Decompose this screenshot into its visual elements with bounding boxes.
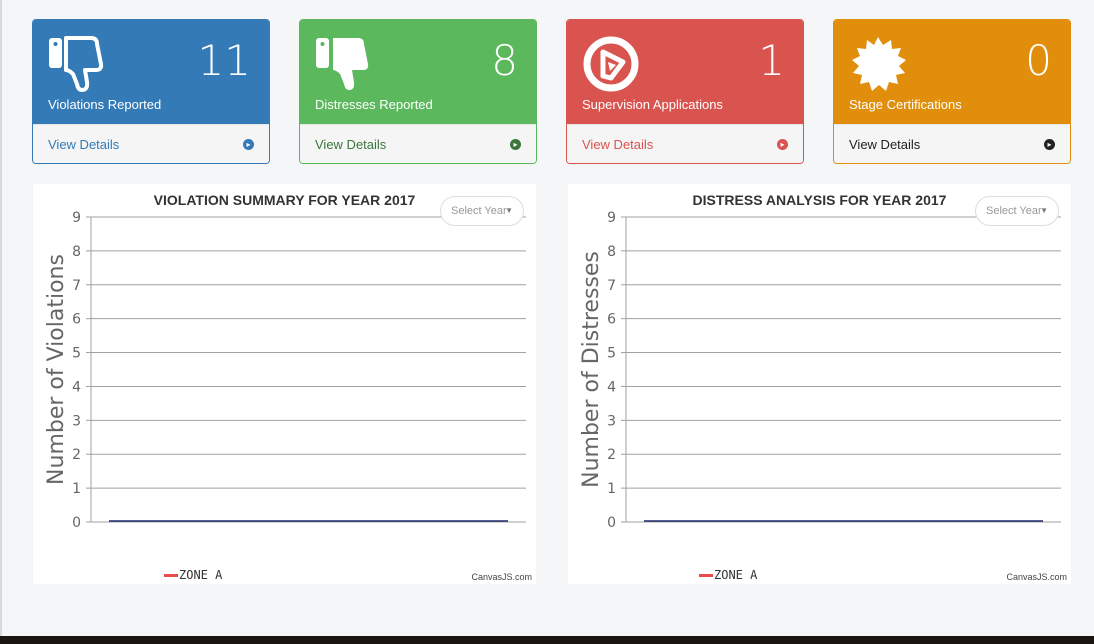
card-count: 8	[491, 36, 518, 85]
caret-down-icon: ▼	[505, 206, 513, 215]
y-tick-label: 8	[72, 244, 81, 260]
y-tick-label: 0	[72, 515, 81, 531]
y-tick-label: 6	[72, 312, 81, 328]
view-details-label: View Details	[48, 137, 120, 152]
y-tick-label: 3	[72, 413, 81, 429]
legend-label: ZONE A	[179, 568, 223, 582]
chart-title: DISTRESS ANALYSIS FOR YEAR 2017	[692, 192, 947, 208]
select-year-dropdown[interactable]: Select Year ▼	[440, 196, 524, 226]
y-tick-label: 1	[607, 481, 616, 497]
y-tick-label: 8	[607, 244, 616, 260]
card-label: Stage Certifications	[849, 97, 962, 112]
y-tick-label: 6	[607, 312, 616, 328]
legend-label: ZONE A	[714, 568, 758, 582]
arrow-circle-right-icon: ▸	[243, 139, 254, 150]
legend-swatch	[164, 573, 178, 577]
y-tick-label: 2	[607, 447, 616, 463]
legend-swatch	[699, 573, 713, 577]
view-details-link[interactable]: View Details ▸	[567, 124, 803, 163]
view-details-label: View Details	[849, 137, 921, 152]
stage-certifications-card: 0 Stage Certifications View Details ▸	[833, 19, 1071, 164]
thumbs-down-icon	[316, 38, 369, 90]
canvasjs-credit[interactable]: CanvasJS.com	[471, 572, 532, 582]
y-tick-label: 1	[72, 481, 81, 497]
distresses-card: 8 Distresses Reported View Details ▸	[299, 19, 537, 164]
y-axis-title: Number of Violations	[44, 254, 69, 485]
y-tick-label: 3	[607, 413, 616, 429]
y-tick-label: 7	[607, 278, 616, 294]
card-count: 1	[758, 36, 785, 85]
chart-legend-item[interactable]: ZONE A	[164, 568, 222, 582]
chart-legend-item[interactable]: ZONE A	[699, 568, 757, 582]
arrow-circle-right-icon: ▸	[1044, 139, 1055, 150]
y-tick-label: 5	[72, 346, 81, 362]
canvasjs-credit[interactable]: CanvasJS.com	[1006, 572, 1067, 582]
y-tick-label: 4	[72, 379, 81, 395]
violation-summary-chart: 0 1 2 3 4 5 6 7 8 9 Number of Violations	[44, 210, 526, 531]
card-header: 1 Supervision Applications	[567, 20, 803, 124]
select-year-placeholder: Select Year	[986, 205, 1042, 217]
card-header: 11 Violations Reported	[33, 20, 269, 124]
y-tick-label: 7	[72, 278, 81, 294]
view-details-link[interactable]: View Details ▸	[33, 124, 269, 163]
arrow-circle-right-icon: ▸	[777, 139, 788, 150]
card-label: Distresses Reported	[315, 97, 433, 112]
y-tick-label: 2	[72, 447, 81, 463]
select-year-dropdown[interactable]: Select Year ▼	[975, 196, 1059, 226]
thumbs-down-icon	[49, 36, 104, 92]
supervision-card: 1 Supervision Applications View Details …	[566, 19, 804, 164]
caret-down-icon: ▼	[1040, 206, 1048, 215]
distress-analysis-chart-panel: 0 1 2 3 4 5 6 7 8 9 Number of Distresses DISTRESS …	[568, 184, 1071, 584]
view-details-link[interactable]: View Details ▸	[300, 124, 536, 163]
violations-card: 11 Violations Reported View Details ▸	[32, 19, 270, 164]
card-label: Violations Reported	[48, 97, 162, 112]
card-label: Supervision Applications	[582, 97, 723, 112]
view-details-label: View Details	[315, 137, 387, 152]
violation-summary-chart-panel: 0 1 2 3 4 5 6 7 8 9 Number of Violations VIOLATION…	[33, 184, 536, 584]
card-count: 0	[1025, 36, 1052, 85]
view-details-label: View Details	[582, 137, 654, 152]
y-tick-label: 5	[607, 346, 616, 362]
chart-title: VIOLATION SUMMARY FOR YEAR 2017	[153, 192, 416, 208]
y-tick-label: 9	[607, 210, 616, 226]
card-count: 11	[197, 36, 251, 85]
left-edge	[0, 0, 2, 636]
view-details-link[interactable]: View Details ▸	[834, 124, 1070, 163]
certificate-icon	[852, 37, 906, 91]
distress-analysis-chart: 0 1 2 3 4 5 6 7 8 9 Number of Distresses	[579, 210, 1061, 531]
card-header: 8 Distresses Reported	[300, 20, 536, 124]
arrow-circle-right-icon: ▸	[510, 139, 521, 150]
y-axis-title: Number of Distresses	[579, 251, 604, 488]
y-tick-label: 4	[607, 379, 616, 395]
select-year-placeholder: Select Year	[451, 205, 507, 217]
play-circle-icon	[583, 36, 639, 92]
y-tick-label: 9	[72, 210, 81, 226]
y-tick-label: 0	[607, 515, 616, 531]
taskbar-strip	[0, 636, 1094, 644]
card-header: 0 Stage Certifications	[834, 20, 1070, 124]
